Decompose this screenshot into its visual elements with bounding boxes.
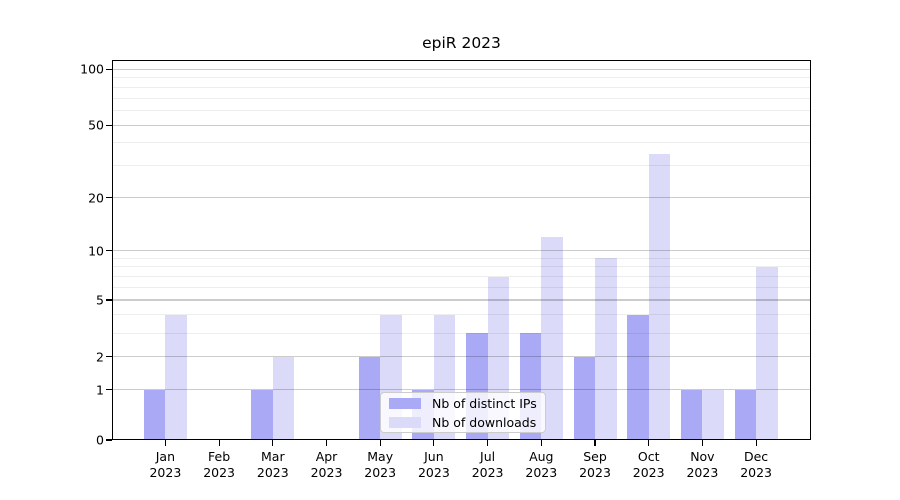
x-tick-label: May 2023	[364, 449, 397, 480]
legend-swatch	[389, 416, 421, 428]
legend-label: Nb of distinct IPs	[432, 395, 537, 411]
x-tick-label: Nov 2023	[686, 449, 719, 480]
x-tick-label: Jun 2023	[417, 449, 450, 480]
gridline-minor	[113, 77, 810, 79]
legend-label: Nb of downloads	[432, 414, 537, 430]
legend-row: Nb of distinct IPs	[389, 395, 537, 411]
x-tick-label: Sep 2023	[579, 449, 611, 480]
bar-downloads-jan	[165, 314, 187, 439]
gridline-minor	[113, 332, 810, 334]
x-tick-mark	[540, 440, 542, 446]
y-tick-label: 10	[88, 243, 104, 258]
x-tick-label: Jan 2023	[149, 449, 182, 480]
gridline-major	[113, 124, 810, 126]
x-tick-mark	[648, 440, 650, 446]
y-tick-mark	[106, 356, 112, 358]
x-tick-label: Apr 2023	[310, 449, 343, 480]
x-tick-label: Feb 2023	[203, 449, 235, 480]
bar-ips-dec	[734, 389, 757, 439]
gridline-minor	[113, 276, 810, 278]
bar-ips-mar	[251, 389, 273, 439]
bar-downloads-mar	[272, 356, 295, 439]
y-tick-mark	[106, 68, 112, 70]
gridline-minor	[113, 266, 810, 268]
bar-downloads-aug	[541, 236, 563, 439]
y-tick-label: 5	[96, 292, 104, 308]
chart-title: epiR 2023	[422, 34, 501, 52]
y-tick-label: 20	[88, 190, 104, 206]
legend-swatch	[389, 397, 421, 409]
bar-ips-may	[358, 356, 381, 439]
x-tick-mark	[272, 440, 274, 446]
bar-ips-jan	[143, 389, 166, 439]
x-tick-mark	[325, 440, 328, 446]
bar-downloads-nov	[702, 389, 724, 439]
bar-downloads-oct	[648, 153, 671, 439]
y-tick-label: 0	[96, 432, 104, 448]
y-tick-mark	[106, 124, 112, 126]
x-tick-label: Mar 2023	[256, 449, 289, 480]
gridline-minor	[113, 97, 810, 99]
gridline-major	[113, 356, 810, 358]
y-tick-label: 2	[96, 349, 104, 365]
x-tick-label: Dec 2023	[740, 449, 772, 480]
y-tick-label: 100	[80, 61, 104, 77]
y-tick-mark	[106, 197, 112, 199]
x-tick-mark	[218, 440, 220, 446]
x-tick-label: Oct 2023	[632, 449, 665, 480]
gridline-minor	[113, 110, 810, 111]
bar-ips-nov	[680, 389, 703, 439]
bar-downloads-dec	[756, 266, 778, 439]
gridline-major	[113, 68, 810, 70]
gridline-minor	[113, 286, 810, 288]
x-tick-label: Aug 2023	[525, 449, 558, 480]
y-tick-mark	[106, 439, 112, 441]
bar-ips-oct	[627, 314, 649, 439]
gridline-minor	[113, 314, 810, 316]
gridline-minor	[113, 257, 810, 259]
y-tick-label: 50	[88, 117, 104, 133]
y-tick-mark	[106, 299, 112, 301]
gridline-minor	[113, 142, 810, 144]
x-tick-mark	[433, 440, 435, 446]
x-tick-mark	[755, 440, 757, 446]
legend: Nb of distinct IPs Nb of downloads	[380, 392, 546, 433]
x-tick-label: Jul 2023	[471, 449, 504, 480]
x-tick-mark	[594, 440, 596, 446]
gridline-major	[113, 197, 810, 199]
x-tick-mark	[487, 440, 489, 446]
gridline-major	[113, 249, 810, 252]
x-tick-mark	[164, 440, 166, 446]
x-tick-mark	[701, 440, 703, 446]
legend-row: Nb of downloads	[389, 414, 537, 430]
bar-downloads-sep	[595, 258, 617, 439]
bar-ips-sep	[573, 356, 595, 439]
gridline-major	[113, 299, 810, 301]
gridline-minor	[113, 86, 810, 88]
y-tick-mark	[106, 249, 112, 252]
y-tick-label: 1	[96, 382, 104, 398]
y-tick-mark	[106, 389, 112, 391]
gridline-major	[113, 389, 810, 391]
gridline-minor	[113, 165, 810, 167]
x-tick-mark	[379, 440, 381, 446]
